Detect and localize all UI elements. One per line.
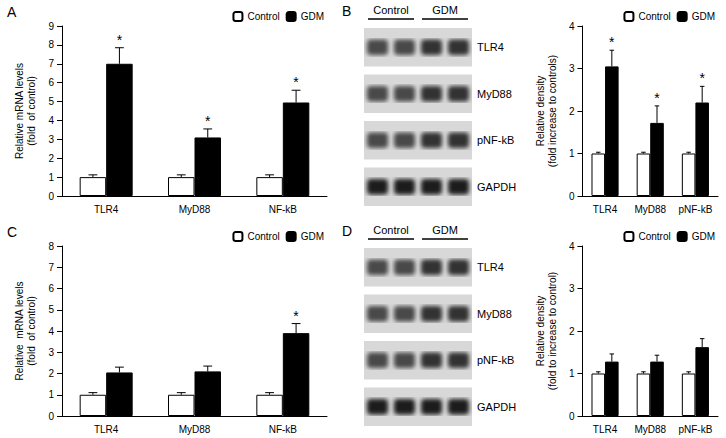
svg-text:3: 3: [569, 283, 575, 294]
svg-text:1: 1: [569, 148, 575, 159]
svg-text:GAPDH: GAPDH: [477, 181, 516, 193]
svg-text:(fold increase to controls): (fold increase to controls): [547, 55, 558, 167]
svg-text:pNF-kB: pNF-kB: [678, 424, 712, 435]
svg-text:Control: Control: [247, 11, 279, 22]
svg-text:5: 5: [48, 304, 54, 315]
svg-text:7: 7: [48, 58, 54, 69]
svg-text:Control: Control: [373, 4, 408, 16]
svg-text:GDM: GDM: [301, 231, 324, 242]
svg-text:MyD88: MyD88: [477, 308, 512, 320]
svg-text:8: 8: [48, 39, 54, 50]
svg-text:0: 0: [48, 411, 54, 422]
svg-text:A: A: [7, 4, 17, 20]
svg-text:6: 6: [48, 77, 54, 88]
svg-text:TLR4: TLR4: [94, 424, 119, 435]
svg-text:TLR4: TLR4: [593, 204, 618, 215]
svg-text:TLR4: TLR4: [94, 204, 119, 215]
svg-text:Relative density: Relative density: [535, 296, 546, 367]
svg-text:(fold of control): (fold of control): [26, 296, 37, 365]
svg-text:MyD88: MyD88: [179, 204, 211, 215]
svg-text:*: *: [609, 34, 615, 50]
svg-text:C: C: [7, 224, 17, 240]
svg-text:2: 2: [569, 326, 575, 337]
svg-text:pNF-kB: pNF-kB: [678, 204, 712, 215]
svg-text:7: 7: [48, 262, 54, 273]
svg-text:0: 0: [569, 191, 575, 202]
svg-text:0: 0: [569, 411, 575, 422]
svg-text:GDM: GDM: [301, 11, 324, 22]
svg-text:TLR4: TLR4: [477, 261, 504, 273]
svg-text:1: 1: [569, 368, 575, 379]
svg-text:1: 1: [48, 389, 54, 400]
svg-text:MyD88: MyD88: [477, 88, 512, 100]
svg-text:GDM: GDM: [692, 231, 715, 242]
svg-text:4: 4: [569, 21, 575, 32]
svg-text:6: 6: [48, 283, 54, 294]
svg-text:4: 4: [569, 241, 575, 252]
svg-text:Control: Control: [638, 11, 670, 22]
svg-text:GAPDH: GAPDH: [477, 401, 516, 413]
svg-text:*: *: [117, 32, 123, 48]
svg-text:*: *: [205, 113, 211, 129]
svg-text:9: 9: [48, 21, 54, 32]
svg-text:2: 2: [48, 368, 54, 379]
svg-text:3: 3: [48, 347, 54, 358]
svg-text:TLR4: TLR4: [593, 424, 618, 435]
svg-text:Relative density: Relative density: [535, 76, 546, 147]
svg-text:8: 8: [48, 241, 54, 252]
svg-text:MyD88: MyD88: [634, 204, 666, 215]
svg-text:pNF-kB: pNF-kB: [477, 134, 514, 146]
svg-text:3: 3: [569, 63, 575, 74]
svg-text:*: *: [293, 74, 299, 90]
svg-text:MyD88: MyD88: [179, 424, 211, 435]
svg-text:3: 3: [48, 134, 54, 145]
svg-text:pNF-kB: pNF-kB: [477, 354, 514, 366]
svg-text:MyD88: MyD88: [634, 424, 666, 435]
svg-text:4: 4: [48, 326, 54, 337]
svg-text:Control: Control: [247, 231, 279, 242]
svg-text:Control: Control: [373, 224, 408, 236]
svg-text:TLR4: TLR4: [477, 41, 504, 53]
svg-text:B: B: [342, 3, 351, 19]
svg-text:GDM: GDM: [432, 224, 458, 236]
svg-text:1: 1: [48, 172, 54, 183]
svg-text:GDM: GDM: [692, 11, 715, 22]
svg-text:*: *: [699, 70, 705, 86]
svg-text:Control: Control: [638, 231, 670, 242]
svg-text:0: 0: [48, 191, 54, 202]
svg-text:GDM: GDM: [432, 4, 458, 16]
svg-text:5: 5: [48, 96, 54, 107]
svg-text:2: 2: [48, 153, 54, 164]
svg-text:NF-kB: NF-kB: [269, 204, 298, 215]
svg-text:Relative mRNA levels: Relative mRNA levels: [14, 282, 25, 381]
svg-text:(fold to increase to control): (fold to increase to control): [547, 272, 558, 390]
svg-text:Relative mRNA levels: Relative mRNA levels: [14, 63, 25, 159]
svg-text:NF-kB: NF-kB: [269, 424, 298, 435]
svg-text:*: *: [293, 308, 299, 324]
svg-text:(fold of control): (fold of control): [26, 76, 37, 145]
svg-text:4: 4: [48, 115, 54, 126]
svg-text:2: 2: [569, 106, 575, 117]
svg-text:D: D: [342, 223, 352, 239]
svg-text:*: *: [654, 90, 660, 106]
